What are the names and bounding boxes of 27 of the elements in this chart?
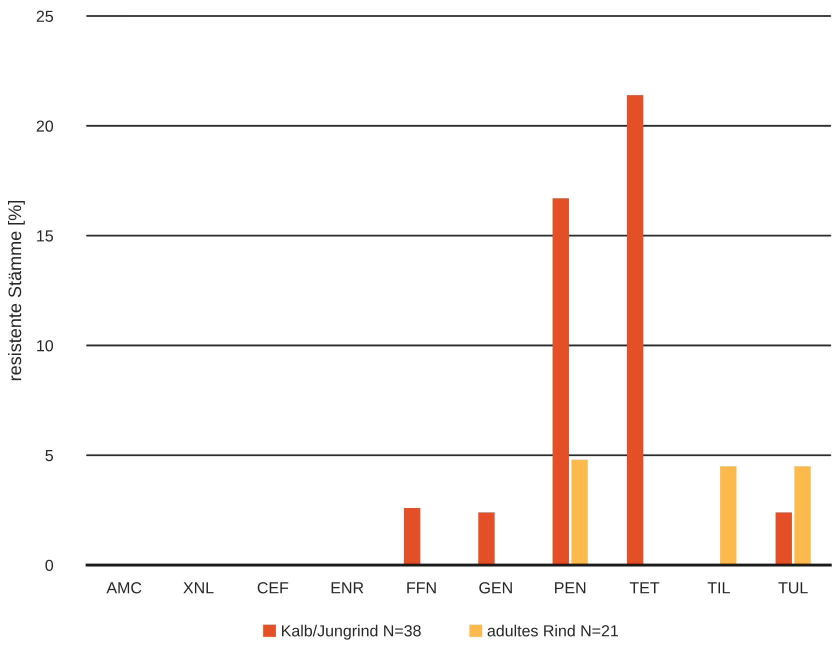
y-tick-label: 20	[36, 120, 54, 132]
x-tick-label: TIL	[708, 582, 730, 594]
legend-label: Kalb/Jungrind N=38	[282, 624, 421, 640]
legend-label: adultes Rind N=21	[488, 624, 618, 636]
y-tick-label: 25	[36, 10, 54, 22]
x-tick-label: TET	[630, 582, 660, 594]
y-tick-label: 5	[45, 450, 54, 462]
x-tick-label: XNL	[183, 582, 214, 594]
bar	[626, 95, 644, 566]
bar	[720, 466, 736, 566]
bar	[571, 460, 588, 566]
y-tick-label: 15	[37, 230, 54, 242]
y-tick-label: 0	[45, 560, 54, 571]
y-tick-label: 10	[37, 340, 54, 352]
x-tick-label: CEF	[258, 582, 288, 594]
bar	[478, 512, 495, 566]
bar	[794, 466, 811, 566]
x-tick-label: ENR	[332, 582, 364, 594]
y-axis-title: resistente Stämme [%]	[8, 201, 25, 380]
x-tick-label: GEN	[479, 582, 512, 594]
x-tick-label: PEN	[555, 582, 586, 594]
bar	[552, 198, 569, 566]
x-tick-label: FFN	[407, 582, 436, 594]
bar	[776, 512, 792, 566]
bar	[404, 508, 420, 566]
x-tick-label: AMC	[106, 582, 142, 594]
x-tick-label: TUL	[778, 582, 808, 594]
